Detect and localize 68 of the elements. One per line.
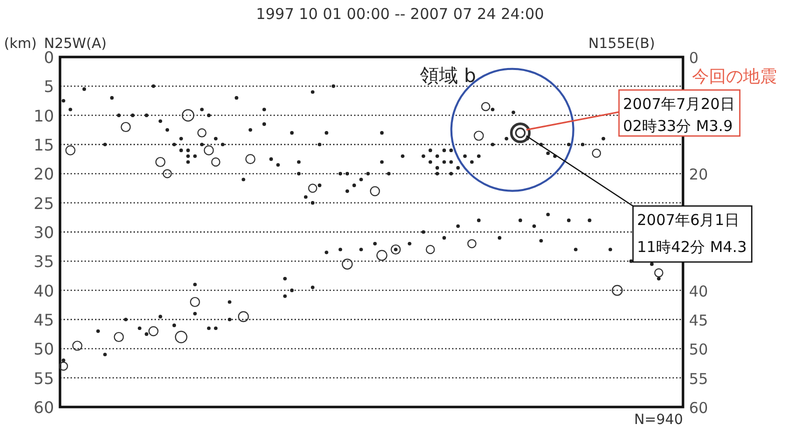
- point: [449, 172, 453, 176]
- point: [193, 312, 197, 316]
- point: [186, 148, 190, 152]
- y-tick-label: 30: [34, 223, 54, 242]
- annotation: 2007年6月1日 11時42分 M4.3: [637, 211, 747, 256]
- y-tick-label: 35: [34, 252, 54, 272]
- point: [359, 248, 363, 252]
- point: [422, 230, 426, 234]
- point: [193, 154, 197, 158]
- y-tick-label: 55: [34, 368, 54, 388]
- point: [442, 148, 446, 152]
- y2-tick-label: 60: [689, 399, 708, 417]
- point: [428, 148, 432, 152]
- y-axis-title: (km): [4, 36, 37, 52]
- point: [546, 212, 550, 216]
- point: [490, 142, 494, 146]
- text: N=940: [634, 412, 683, 428]
- point: [318, 142, 322, 146]
- y2-tick-label: 50: [689, 340, 708, 359]
- y-tick-label: 40: [34, 281, 54, 300]
- y-tick-label: 20: [34, 164, 54, 184]
- point: [200, 142, 204, 146]
- point: [310, 286, 314, 290]
- point: [179, 136, 183, 140]
- point: [435, 166, 440, 170]
- y2-tick-label: 45: [689, 312, 708, 330]
- point: [566, 218, 571, 222]
- point: [144, 332, 148, 336]
- y-tick-label: 25: [34, 194, 54, 213]
- text: N155E(B): [588, 36, 655, 52]
- point: [449, 148, 453, 152]
- point: [324, 250, 328, 254]
- point: [228, 318, 232, 322]
- point: [345, 172, 350, 176]
- point: [262, 122, 266, 126]
- point: [214, 326, 218, 330]
- y2-tick-label: 0: [689, 49, 699, 67]
- point: [476, 218, 481, 222]
- y-tick-label: 5: [44, 77, 54, 96]
- point: [338, 248, 342, 252]
- point: [297, 160, 301, 164]
- point: [186, 160, 190, 164]
- y-tick-label: 50: [34, 340, 54, 359]
- y2-tick-label: 40: [689, 282, 708, 300]
- y-tick-label: 10: [34, 106, 54, 126]
- point: [456, 224, 460, 228]
- point: [310, 201, 314, 205]
- y-tick-label: 45: [34, 310, 54, 330]
- point: [207, 326, 211, 330]
- annotation: 2007年7月20日 02時33分 M3.9: [623, 95, 735, 135]
- point: [470, 160, 474, 164]
- y2-tick-label: 55: [689, 370, 708, 388]
- point: [380, 160, 384, 164]
- point: [103, 352, 107, 356]
- point: [172, 324, 176, 328]
- point: [435, 172, 440, 176]
- point: [62, 358, 66, 362]
- point: [283, 294, 287, 298]
- chart-title: 1997 10 01 00:00 -- 2007 07 24 24:00: [256, 5, 544, 23]
- y-tick-label: 60: [34, 398, 54, 417]
- point: [290, 288, 294, 292]
- y2-tick-label: 20: [689, 166, 708, 184]
- text: 今回の地震: [692, 67, 777, 87]
- annotation: 領域 b: [420, 65, 476, 87]
- point: [158, 314, 162, 318]
- point: [442, 160, 446, 164]
- y-tick-label: 15: [34, 136, 54, 154]
- point: [539, 238, 543, 243]
